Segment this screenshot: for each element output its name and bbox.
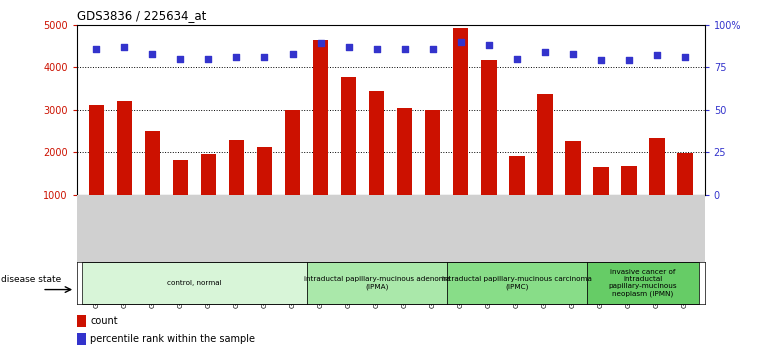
Point	[202, 56, 214, 62]
Point	[679, 54, 691, 60]
Bar	[82, 262, 306, 304]
Bar	[116, 101, 132, 237]
Point	[538, 49, 551, 55]
Bar	[257, 147, 272, 237]
Bar	[89, 105, 104, 237]
Bar	[397, 108, 412, 237]
Bar	[677, 153, 692, 237]
Bar	[593, 167, 609, 237]
Bar	[313, 40, 329, 237]
Bar	[587, 262, 699, 304]
Bar	[306, 262, 447, 304]
Bar	[621, 166, 637, 237]
Point	[146, 51, 159, 57]
Text: intraductal papillary-mucinous adenoma
(IPMA): intraductal papillary-mucinous adenoma (…	[303, 276, 450, 290]
Bar	[201, 154, 216, 237]
Point	[342, 44, 355, 50]
Bar	[285, 110, 300, 237]
Point	[371, 46, 383, 51]
Bar	[229, 140, 244, 237]
Point	[174, 56, 186, 62]
Text: intraductal papillary-mucinous carcinoma
(IPMC): intraductal papillary-mucinous carcinoma…	[442, 276, 592, 290]
Point	[455, 39, 467, 45]
Text: disease state: disease state	[1, 275, 61, 284]
Point	[651, 52, 663, 58]
Text: GDS3836 / 225634_at: GDS3836 / 225634_at	[77, 9, 206, 22]
Point	[427, 46, 439, 51]
Point	[286, 51, 299, 57]
Bar	[77, 315, 87, 327]
Bar	[481, 61, 496, 237]
Bar	[369, 91, 385, 237]
Text: percentile rank within the sample: percentile rank within the sample	[90, 334, 255, 344]
Text: count: count	[90, 316, 118, 326]
Point	[258, 54, 270, 60]
Point	[511, 56, 523, 62]
Bar	[425, 110, 440, 237]
Bar	[537, 93, 552, 237]
Bar	[341, 78, 356, 237]
Point	[483, 42, 495, 48]
Point	[398, 46, 411, 51]
Point	[567, 51, 579, 57]
Bar	[447, 262, 587, 304]
Bar	[509, 156, 525, 237]
Point	[314, 41, 326, 46]
Bar	[453, 28, 469, 237]
Point	[595, 58, 607, 63]
Bar	[145, 131, 160, 237]
Bar	[77, 333, 87, 345]
Text: control, normal: control, normal	[167, 280, 221, 286]
Text: invasive cancer of
intraductal
papillary-mucinous
neoplasm (IPMN): invasive cancer of intraductal papillary…	[609, 269, 677, 297]
Bar	[565, 141, 581, 237]
Point	[118, 44, 130, 50]
Point	[623, 58, 635, 63]
Point	[231, 54, 243, 60]
Bar	[650, 138, 665, 237]
Point	[90, 46, 103, 51]
Bar	[172, 160, 188, 237]
